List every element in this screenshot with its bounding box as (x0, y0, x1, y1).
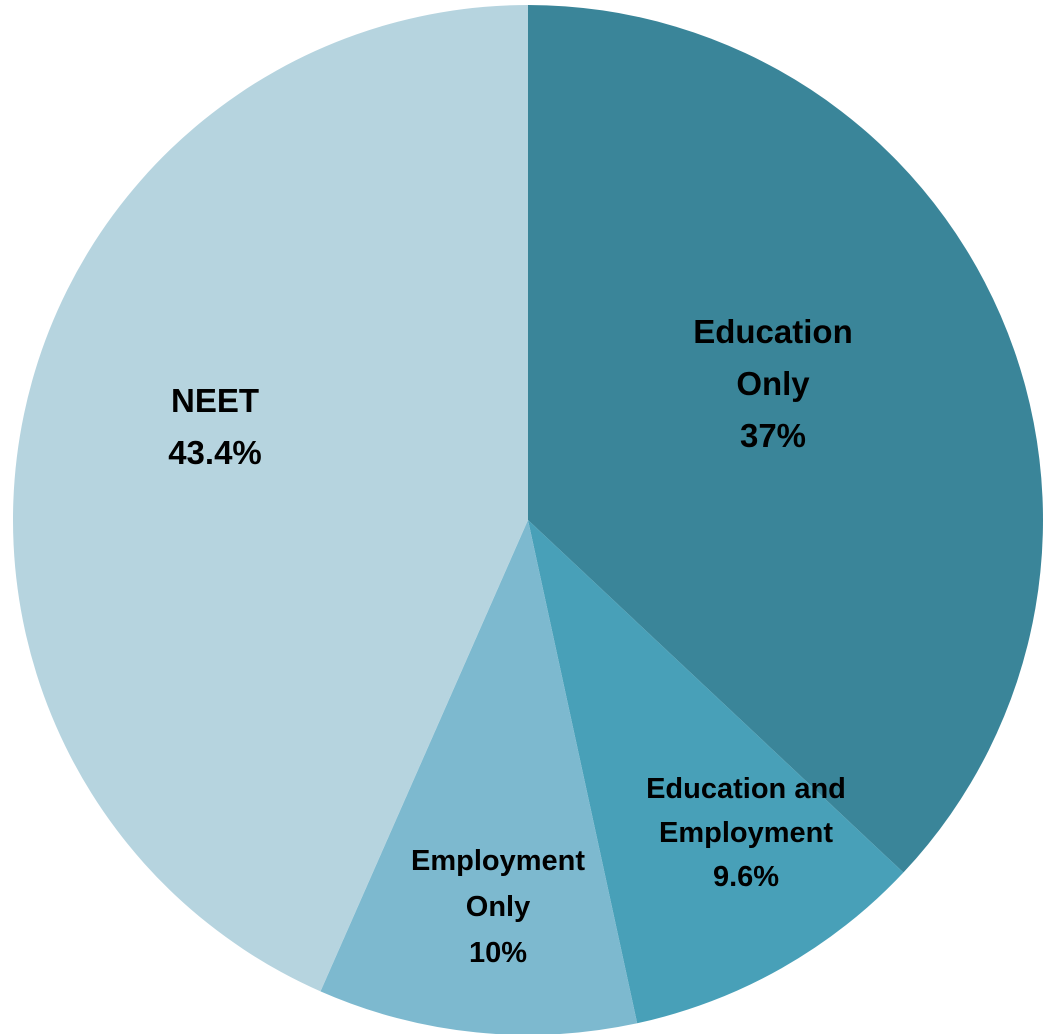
pie-slices (12, 5, 1043, 1034)
label-line: 10% (469, 937, 527, 969)
label-line: Only (736, 365, 810, 402)
label-line: Employment (411, 845, 585, 877)
label-line: Education and (646, 773, 846, 805)
label-neet: NEET 43.4% (168, 382, 262, 471)
label-line: 43.4% (168, 434, 262, 471)
label-line: NEET (171, 382, 259, 419)
label-line: Education (693, 313, 853, 350)
label-education-only: Education Only 37% (693, 313, 853, 454)
slice-education-and-employment (528, 520, 904, 1024)
label-line: 9.6% (713, 861, 779, 893)
label-line: Employment (659, 817, 833, 849)
label-line: Only (466, 891, 530, 923)
slice-neet (12, 5, 529, 992)
pie-labels: Education Only 37% Education and Employment 9… (168, 313, 853, 969)
slice-education-only (528, 5, 1043, 873)
label-employment-only: Employment Only 10% (411, 845, 585, 969)
label-line: 37% (740, 417, 806, 454)
slice-employment-only (320, 520, 638, 1034)
label-education-and-employment: Education and Employment 9.6% (646, 773, 846, 893)
